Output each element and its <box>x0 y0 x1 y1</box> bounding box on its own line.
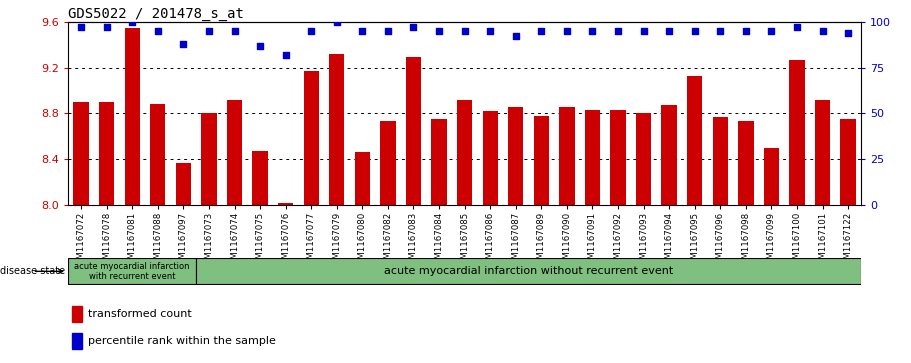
Bar <box>432 119 446 205</box>
Bar <box>534 116 549 205</box>
Point <box>636 28 650 34</box>
Bar <box>303 71 319 205</box>
Bar <box>636 113 651 205</box>
Bar <box>559 107 575 205</box>
Bar <box>176 163 191 205</box>
Point <box>688 28 702 34</box>
Bar <box>72 333 82 349</box>
Bar <box>457 100 472 205</box>
Point <box>841 30 855 36</box>
Bar <box>610 110 626 205</box>
Bar <box>763 148 779 205</box>
Point <box>330 19 344 25</box>
Point <box>99 24 114 30</box>
Text: disease state: disease state <box>0 266 65 276</box>
Text: acute myocardial infarction without recurrent event: acute myocardial infarction without recu… <box>384 266 673 276</box>
Bar <box>841 119 855 205</box>
Bar <box>483 111 497 205</box>
Bar <box>712 117 728 205</box>
Bar <box>72 306 82 322</box>
FancyBboxPatch shape <box>68 258 196 285</box>
Point <box>534 28 548 34</box>
Bar <box>252 151 268 205</box>
Point <box>559 28 574 34</box>
Bar <box>661 105 677 205</box>
Bar <box>125 28 140 205</box>
Bar <box>814 100 830 205</box>
Point <box>355 28 370 34</box>
Text: percentile rank within the sample: percentile rank within the sample <box>88 336 276 346</box>
Bar <box>74 102 88 205</box>
Bar <box>687 76 702 205</box>
Text: transformed count: transformed count <box>88 309 192 319</box>
Text: GDS5022 / 201478_s_at: GDS5022 / 201478_s_at <box>68 7 244 21</box>
Point <box>176 41 190 47</box>
Bar <box>354 152 370 205</box>
Point <box>381 28 395 34</box>
Point <box>74 24 88 30</box>
Point <box>201 28 216 34</box>
Bar <box>227 100 242 205</box>
Bar <box>789 60 804 205</box>
Point <box>662 28 677 34</box>
Bar <box>508 107 524 205</box>
Point <box>713 28 728 34</box>
Bar <box>329 54 344 205</box>
Point <box>739 28 753 34</box>
Point <box>457 28 472 34</box>
Point <box>815 28 830 34</box>
Point <box>483 28 497 34</box>
Bar <box>585 110 600 205</box>
Point <box>304 28 319 34</box>
Bar <box>278 203 293 205</box>
Point <box>585 28 599 34</box>
Point <box>125 19 139 25</box>
Bar <box>380 122 395 205</box>
Point <box>508 33 523 39</box>
Bar <box>201 113 217 205</box>
Bar <box>738 122 753 205</box>
Point <box>252 43 267 49</box>
Point <box>790 24 804 30</box>
Point <box>406 24 421 30</box>
Bar <box>405 57 421 205</box>
Point <box>279 52 293 58</box>
Point <box>610 28 625 34</box>
Point <box>432 28 446 34</box>
Point <box>764 28 779 34</box>
Point <box>227 28 241 34</box>
Text: acute myocardial infarction
with recurrent event: acute myocardial infarction with recurre… <box>75 262 190 281</box>
Bar <box>150 104 166 205</box>
FancyBboxPatch shape <box>196 258 861 285</box>
Bar <box>99 102 115 205</box>
Point <box>150 28 165 34</box>
